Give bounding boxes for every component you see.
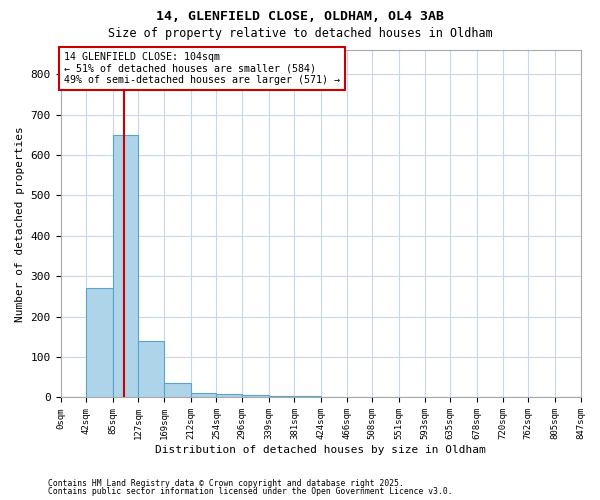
Text: Contains HM Land Registry data © Crown copyright and database right 2025.: Contains HM Land Registry data © Crown c… bbox=[48, 478, 404, 488]
Text: 14, GLENFIELD CLOSE, OLDHAM, OL4 3AB: 14, GLENFIELD CLOSE, OLDHAM, OL4 3AB bbox=[156, 10, 444, 23]
Bar bbox=[269, 396, 295, 398]
Bar bbox=[347, 396, 373, 398]
Text: Contains public sector information licensed under the Open Government Licence v3: Contains public sector information licen… bbox=[48, 487, 452, 496]
Y-axis label: Number of detached properties: Number of detached properties bbox=[15, 126, 25, 322]
X-axis label: Distribution of detached houses by size in Oldham: Distribution of detached houses by size … bbox=[155, 445, 486, 455]
Bar bbox=[295, 396, 321, 398]
Text: Size of property relative to detached houses in Oldham: Size of property relative to detached ho… bbox=[107, 28, 493, 40]
Bar bbox=[86, 288, 113, 398]
Bar bbox=[242, 396, 269, 398]
Bar bbox=[139, 341, 164, 398]
Bar bbox=[164, 384, 191, 398]
Bar bbox=[191, 392, 217, 398]
Bar bbox=[113, 135, 139, 398]
Bar bbox=[321, 396, 347, 398]
Text: 14 GLENFIELD CLOSE: 104sqm
← 51% of detached houses are smaller (584)
49% of sem: 14 GLENFIELD CLOSE: 104sqm ← 51% of deta… bbox=[64, 52, 340, 85]
Bar bbox=[217, 394, 242, 398]
